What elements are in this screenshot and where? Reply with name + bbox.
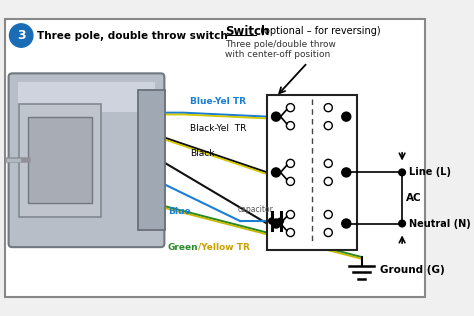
Bar <box>138 90 165 230</box>
Circle shape <box>272 219 281 228</box>
Text: with center-off position: with center-off position <box>225 50 330 59</box>
Text: Black-Yel  TR: Black-Yel TR <box>191 124 247 132</box>
Circle shape <box>342 112 351 121</box>
Text: Blue: Blue <box>168 207 191 216</box>
Circle shape <box>9 24 33 47</box>
Text: Blue-Yel TR: Blue-Yel TR <box>191 96 246 106</box>
Circle shape <box>268 217 275 225</box>
Circle shape <box>286 210 294 219</box>
Text: Three pole/double throw: Three pole/double throw <box>225 40 336 49</box>
Circle shape <box>324 228 332 237</box>
Text: AC: AC <box>406 193 421 203</box>
Bar <box>18 82 155 112</box>
Text: capacitor: capacitor <box>237 205 273 214</box>
Bar <box>19 104 101 216</box>
Circle shape <box>398 220 406 228</box>
Circle shape <box>324 177 332 185</box>
Circle shape <box>324 159 332 167</box>
Circle shape <box>272 168 281 177</box>
Circle shape <box>286 159 294 167</box>
Text: Black: Black <box>191 149 215 158</box>
Text: Three pole, double throw switch: Three pole, double throw switch <box>37 31 228 40</box>
Circle shape <box>286 177 294 185</box>
Circle shape <box>324 122 332 130</box>
Circle shape <box>398 168 406 176</box>
Text: Switch: Switch <box>225 25 269 38</box>
Circle shape <box>272 112 281 121</box>
Text: 3: 3 <box>17 29 26 42</box>
Text: Line (L): Line (L) <box>410 167 451 177</box>
Circle shape <box>342 219 351 228</box>
Circle shape <box>277 217 284 225</box>
Circle shape <box>286 122 294 130</box>
Circle shape <box>324 104 332 112</box>
FancyBboxPatch shape <box>9 73 164 247</box>
Text: (optional – for reversing): (optional – for reversing) <box>257 26 381 36</box>
Circle shape <box>286 228 294 237</box>
Circle shape <box>342 168 351 177</box>
Circle shape <box>286 104 294 112</box>
Text: Green: Green <box>168 243 199 252</box>
Text: Ground (G): Ground (G) <box>380 265 444 275</box>
Bar <box>28 118 92 203</box>
Text: /Yellow TR: /Yellow TR <box>198 243 250 252</box>
Circle shape <box>324 210 332 219</box>
Text: Neutral (N): Neutral (N) <box>410 219 471 228</box>
Bar <box>267 95 357 250</box>
